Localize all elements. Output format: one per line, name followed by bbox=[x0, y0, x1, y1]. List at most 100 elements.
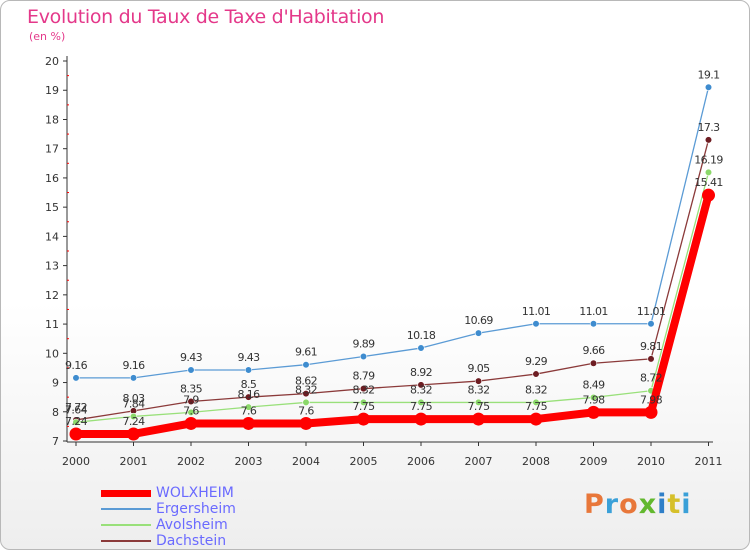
data-label-avolsheim: 8.72 bbox=[640, 372, 662, 385]
data-label-dachstein: 9.29 bbox=[525, 355, 548, 368]
data-label-wolxheim: 7.24 bbox=[122, 415, 145, 428]
data-point-wolxheim bbox=[299, 416, 313, 430]
data-point-avolsheim bbox=[244, 403, 253, 411]
x-tick-label: 2010 bbox=[637, 455, 665, 468]
data-label-dachstein: 8.62 bbox=[295, 375, 317, 388]
data-label-dachstein: 9.66 bbox=[582, 344, 605, 357]
data-point-avolsheim bbox=[532, 398, 540, 407]
data-point-wolxheim bbox=[702, 188, 715, 202]
data-point-dachstein bbox=[474, 377, 483, 385]
data-label-ergersheim: 9.89 bbox=[352, 338, 375, 351]
y-tick-label: 18 bbox=[45, 113, 59, 126]
x-tick-label: 2008 bbox=[522, 455, 550, 468]
data-point-dachstein bbox=[187, 397, 195, 406]
data-label-ergersheim: 9.16 bbox=[122, 359, 145, 372]
data-label-wolxheim: 7.24 bbox=[65, 415, 88, 428]
data-point-ergersheim bbox=[187, 366, 195, 374]
data-point-avolsheim bbox=[129, 412, 138, 421]
data-point-wolxheim bbox=[184, 416, 198, 430]
data-label-ergersheim: 9.16 bbox=[65, 359, 88, 372]
data-label-dachstein: 17.3 bbox=[697, 121, 720, 134]
x-tick-label: 2003 bbox=[235, 455, 263, 468]
x-tick-label: 2002 bbox=[177, 455, 205, 468]
data-label-wolxheim: 7.98 bbox=[582, 393, 605, 406]
data-point-ergersheim bbox=[589, 320, 598, 328]
y-tick-label: 12 bbox=[45, 289, 59, 302]
data-point-avolsheim bbox=[589, 393, 598, 402]
data-label-ergersheim: 11.01 bbox=[637, 305, 666, 318]
data-point-avolsheim bbox=[474, 398, 483, 407]
x-tick-label: 2005 bbox=[350, 455, 378, 468]
data-point-avolsheim bbox=[359, 398, 368, 407]
data-point-avolsheim bbox=[302, 398, 310, 407]
data-label-wolxheim: 7.6 bbox=[241, 404, 257, 417]
y-tick-label: 8 bbox=[52, 406, 59, 419]
legend-swatch-avolsheim bbox=[101, 524, 151, 526]
legend-label-wolxheim: WOLXHEIM bbox=[156, 485, 234, 501]
data-label-ergersheim: 11.01 bbox=[579, 305, 608, 318]
x-tick-label: 2001 bbox=[120, 455, 148, 468]
data-point-wolxheim bbox=[127, 427, 140, 441]
data-label-avolsheim: 7.9 bbox=[183, 393, 199, 406]
legend-swatch-wolxheim bbox=[101, 490, 151, 497]
data-label-avolsheim: 8.16 bbox=[237, 388, 260, 401]
data-label-ergersheim: 10.69 bbox=[464, 314, 493, 327]
brand-letter: i bbox=[657, 489, 668, 520]
chart-title: Evolution du Taux de Taxe d'Habitation bbox=[27, 6, 385, 28]
y-tick-label: 11 bbox=[45, 318, 59, 331]
data-label-avolsheim: 8.32 bbox=[410, 383, 432, 396]
series-line-avolsheim bbox=[75, 171, 710, 423]
legend-label-dachstein: Dachstein bbox=[156, 533, 227, 549]
data-label-wolxheim: 7.75 bbox=[352, 400, 375, 413]
data-label-ergersheim: 11.01 bbox=[522, 305, 551, 318]
brand-letter: r bbox=[604, 489, 620, 520]
data-point-avolsheim bbox=[704, 168, 713, 176]
data-point-avolsheim bbox=[72, 418, 80, 426]
data-label-wolxheim: 7.75 bbox=[410, 400, 433, 413]
legend-swatch-dachstein bbox=[101, 540, 151, 542]
data-label-dachstein: 8.03 bbox=[122, 392, 145, 405]
data-point-wolxheim bbox=[644, 405, 658, 419]
y-tick-label: 9 bbox=[52, 377, 59, 390]
y-tick-label: 17 bbox=[45, 143, 59, 156]
data-point-wolxheim bbox=[357, 412, 370, 426]
data-label-ergersheim: 9.61 bbox=[295, 346, 317, 359]
data-label-avolsheim: 8.32 bbox=[295, 383, 317, 396]
brand-letter: x bbox=[638, 489, 658, 520]
data-label-ergersheim: 9.43 bbox=[180, 351, 203, 364]
data-label-ergersheim: 9.43 bbox=[237, 351, 260, 364]
brand-letter: o bbox=[619, 489, 639, 520]
data-point-ergersheim bbox=[302, 361, 310, 369]
data-label-dachstein: 9.05 bbox=[467, 362, 490, 375]
data-label-avolsheim: 7.64 bbox=[65, 403, 88, 416]
y-tick-label: 19 bbox=[45, 84, 59, 97]
y-tick-label: 13 bbox=[45, 260, 59, 273]
y-tick-label: 10 bbox=[45, 347, 59, 360]
data-point-ergersheim bbox=[359, 352, 368, 361]
data-point-avolsheim bbox=[417, 398, 425, 407]
legend-label-avolsheim: Avolsheim bbox=[156, 517, 228, 533]
proxiti-logo: Proxiti bbox=[584, 489, 692, 520]
data-label-wolxheim: 7.6 bbox=[298, 404, 314, 417]
data-label-dachstein: 8.92 bbox=[410, 366, 432, 379]
data-point-ergersheim bbox=[647, 320, 655, 328]
brand-letter: P bbox=[584, 489, 605, 520]
brand-letter: i bbox=[681, 489, 692, 520]
data-point-dachstein bbox=[302, 390, 310, 398]
data-label-avolsheim: 8.32 bbox=[352, 383, 374, 396]
data-label-avolsheim: 8.32 bbox=[467, 383, 489, 396]
unit-label: (en %) bbox=[29, 30, 66, 43]
data-point-dachstein bbox=[244, 393, 253, 401]
data-point-dachstein bbox=[589, 359, 598, 367]
data-label-wolxheim: 7.98 bbox=[640, 393, 663, 406]
data-point-ergersheim bbox=[417, 344, 425, 352]
data-point-wolxheim bbox=[242, 416, 255, 430]
data-point-wolxheim bbox=[587, 405, 600, 419]
x-tick-label: 2011 bbox=[695, 455, 723, 468]
x-tick-label: 2000 bbox=[62, 455, 90, 468]
data-point-wolxheim bbox=[414, 412, 428, 426]
data-point-ergersheim bbox=[532, 320, 540, 328]
data-point-ergersheim bbox=[474, 329, 483, 337]
